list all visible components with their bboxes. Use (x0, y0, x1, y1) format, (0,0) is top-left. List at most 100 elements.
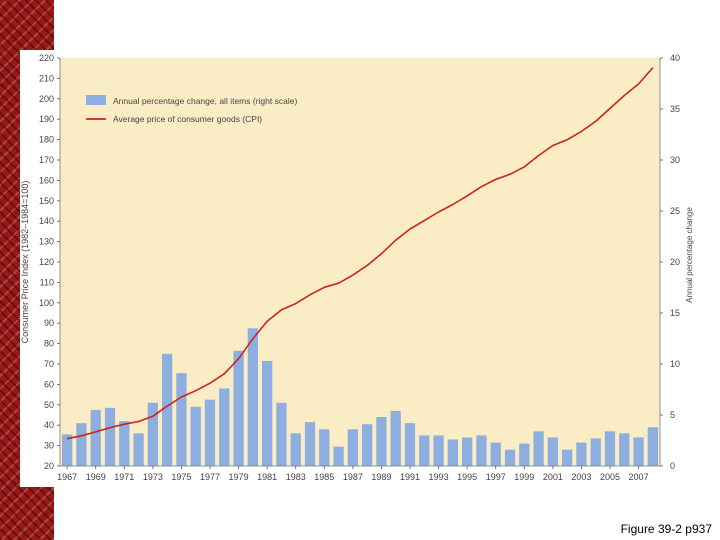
bar-annual-change-1971 (119, 421, 130, 466)
bar-annual-change-1983 (290, 433, 301, 466)
bar-annual-change-1982 (276, 402, 287, 466)
left-axis-tick-label: 30 (44, 441, 54, 451)
x-axis-tick-label: 2003 (571, 472, 591, 482)
left-axis-tick-label: 200 (39, 94, 54, 104)
x-axis-tick-label: 1983 (286, 472, 306, 482)
cpi-line (66, 67, 654, 440)
left-axis-tick-label: 100 (39, 298, 54, 308)
x-axis-tick-label: 1981 (257, 472, 277, 482)
x-axis-tick-label: 1999 (514, 472, 534, 482)
x-axis-tick-label: 1979 (229, 472, 249, 482)
bar-annual-change-1988 (362, 424, 373, 466)
bar-annual-change-1976 (190, 406, 201, 466)
left-axis-tick-label: 60 (44, 379, 54, 389)
right-axis-tick-label: 20 (670, 257, 680, 267)
bar-annual-change-2006 (619, 433, 630, 466)
bar-annual-change-2003 (576, 442, 587, 466)
left-axis-tick-label: 190 (39, 114, 54, 124)
bar-annual-change-2005 (604, 431, 616, 466)
x-axis-tick-label: 1971 (114, 472, 134, 482)
left-axis-tick-label: 140 (39, 216, 54, 226)
right-axis-tick-label: 40 (670, 53, 680, 63)
bar-annual-change-2004 (590, 438, 601, 466)
x-axis-tick-label: 1989 (371, 472, 391, 482)
left-axis-tick-label: 40 (44, 420, 54, 430)
bar-annual-change-1994 (447, 439, 458, 466)
bar-annual-change-1984 (304, 422, 316, 466)
chart-frame: 20 30 40 50 60 70 80 90 100 110 120 130 140 150 160 170… (20, 50, 700, 487)
bar-annual-change-1993 (433, 435, 444, 466)
figure-caption: Figure 39-2 p937 (620, 522, 712, 536)
x-axis-tick-label: 1973 (143, 472, 163, 482)
x-axis-tick-label: 1985 (314, 472, 334, 482)
bar-annual-change-1989 (376, 417, 387, 466)
bar-annual-change-1974 (162, 353, 173, 466)
right-axis-tick-label: 5 (670, 410, 675, 420)
legend-swatch-bar (86, 95, 106, 105)
x-axis-tick-label: 1977 (200, 472, 220, 482)
bar-annual-change-1978 (219, 388, 230, 466)
left-axis-tick-label: 20 (44, 461, 54, 471)
x-axis-tick-label: 1967 (57, 472, 77, 482)
x-axis-tick-label: 1991 (400, 472, 420, 482)
plot-background (60, 58, 660, 466)
bar-annual-change-1985 (319, 429, 330, 466)
bar-annual-change-1992 (419, 435, 430, 466)
x-axis-tick-label: 1969 (86, 472, 106, 482)
left-axis-title: Consumer Price Index (1982–1984=100) (20, 181, 30, 344)
bar-annual-change-1997 (490, 442, 501, 466)
right-axis-title: Annual percentage change (685, 207, 694, 303)
right-axis-tick-label: 25 (670, 206, 680, 216)
bar-annual-change-1986 (333, 446, 344, 466)
right-axis-tick-label: 10 (670, 359, 680, 369)
bar-annual-change-1972 (133, 433, 144, 466)
x-axis-tick-label: 1987 (343, 472, 363, 482)
x-axis-tick-label: 1995 (457, 472, 477, 482)
left-axis-tick-label: 130 (39, 237, 54, 247)
bar-annual-change-1970 (104, 407, 116, 466)
left-axis-tick-label: 210 (39, 73, 54, 83)
bar-annual-change-1998 (504, 449, 516, 466)
cpi-chart: 2030405060708090100110120130140150160170… (20, 53, 694, 482)
bar-annual-change-1973 (147, 402, 158, 466)
bar-annual-change-1996 (476, 435, 487, 466)
left-axis-tick-label: 180 (39, 135, 54, 145)
x-axis-tick-label: 1993 (429, 472, 449, 482)
right-axis-tick-label: 30 (670, 155, 680, 165)
legend-label-bar: Annual percentage change, all items (rig… (113, 96, 297, 106)
left-axis-tick-label: 120 (39, 257, 54, 267)
bar-annual-change-1999 (519, 443, 530, 466)
bar-annual-change-2002 (562, 449, 573, 466)
x-axis-tick-label: 2001 (543, 472, 563, 482)
bar-annual-change-1977 (204, 399, 216, 466)
bar-annual-change-1990 (390, 410, 401, 466)
left-axis-tick-label: 160 (39, 175, 54, 185)
bar-annual-change-1979 (233, 350, 244, 466)
bar-annual-change-1987 (347, 429, 358, 466)
right-axis-tick-label: 35 (670, 104, 680, 114)
bar-annual-change-2007 (633, 437, 644, 466)
left-axis-tick-label: 80 (44, 339, 54, 349)
bar-annual-change-2000 (533, 431, 544, 466)
left-axis-tick-label: 50 (44, 400, 54, 410)
bar-annual-change-1967 (62, 434, 73, 466)
x-axis-tick-label: 1975 (171, 472, 191, 482)
bar-annual-change-2008 (647, 427, 658, 466)
left-axis-tick-label: 70 (44, 359, 54, 369)
right-axis-tick-label: 0 (670, 461, 675, 471)
x-axis-tick-label: 1997 (486, 472, 506, 482)
bar-annual-change-1991 (404, 423, 416, 466)
left-axis-tick-label: 170 (39, 155, 54, 165)
left-axis-tick-label: 90 (44, 318, 54, 328)
left-axis-tick-label: 150 (39, 196, 54, 206)
bar-annual-change-1969 (90, 409, 101, 466)
bar-annual-change-1995 (462, 437, 473, 466)
bar-annual-change-1975 (176, 373, 187, 466)
left-axis-tick-label: 110 (40, 277, 54, 287)
legend-label-line: Average price of consumer goods (CPI) (113, 114, 262, 124)
bar-annual-change-1968 (76, 423, 87, 466)
x-axis-tick-label: 2007 (629, 472, 649, 482)
left-axis-tick-label: 220 (39, 53, 54, 63)
right-axis-tick-label: 15 (670, 308, 680, 318)
bar-annual-change-2001 (547, 437, 558, 466)
